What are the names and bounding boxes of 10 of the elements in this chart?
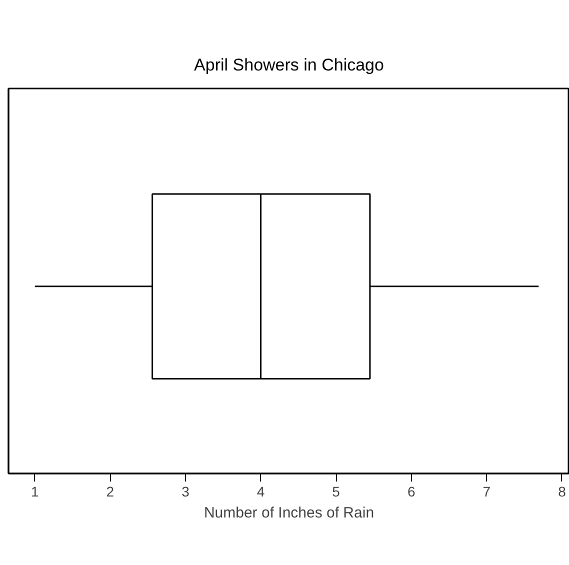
x-tick-label: 1 bbox=[30, 484, 39, 500]
x-axis-title: Number of Inches of Rain bbox=[204, 504, 374, 522]
x-tick-label: 8 bbox=[558, 484, 566, 500]
x-tick-label: 5 bbox=[332, 484, 340, 500]
x-tick-label: 4 bbox=[256, 484, 265, 500]
x-tick-label: 3 bbox=[182, 484, 190, 500]
chart-title: April Showers in Chicago bbox=[194, 56, 384, 74]
x-tick-label: 7 bbox=[482, 484, 491, 500]
x-tick-label: 2 bbox=[106, 484, 114, 500]
x-tick-label: 6 bbox=[407, 484, 416, 500]
